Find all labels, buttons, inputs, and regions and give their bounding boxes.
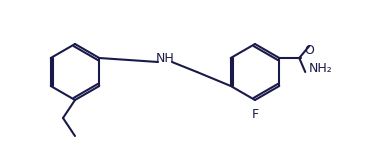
- Text: NH: NH: [156, 52, 174, 66]
- Text: F: F: [251, 108, 259, 121]
- Text: NH₂: NH₂: [309, 61, 333, 75]
- Text: O: O: [304, 44, 314, 57]
